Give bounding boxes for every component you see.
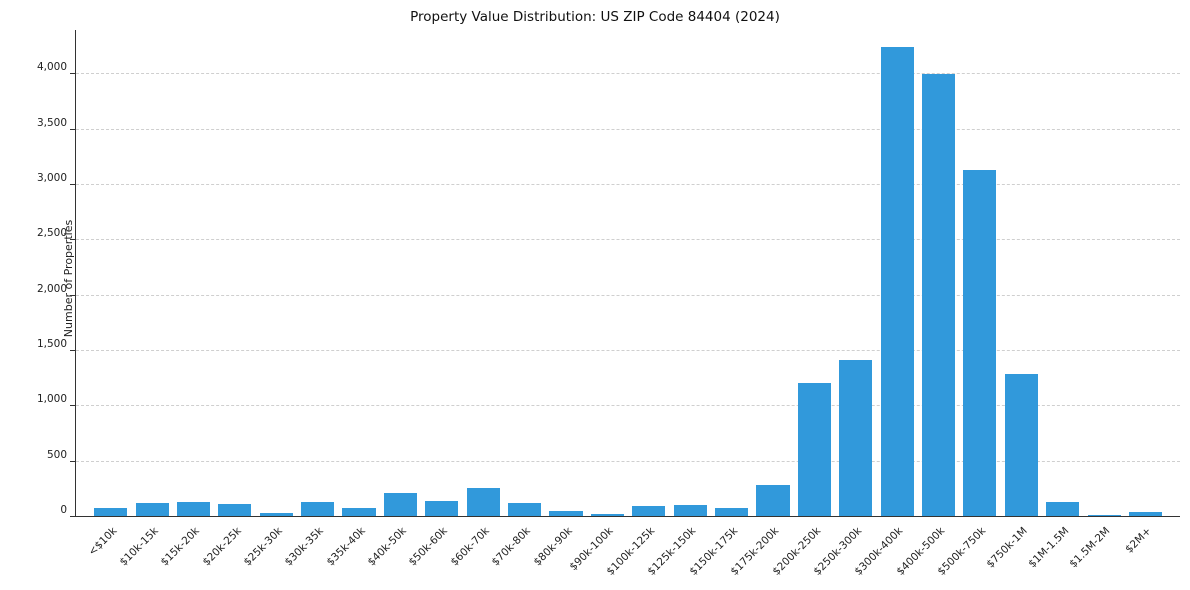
y-tick-label-1500: 1,500 — [36, 337, 67, 350]
x-tick-label: <$10k — [86, 525, 120, 559]
bar-slot — [1083, 30, 1124, 516]
gridline-3000 — [76, 183, 1180, 185]
y-tick-mark-2000 — [70, 294, 75, 296]
bar-$70k-80k — [508, 502, 542, 516]
bars-group — [76, 30, 1180, 516]
bar-$2M+ — [1128, 511, 1163, 516]
bar-slot — [256, 30, 297, 516]
bar-$150k-175k — [715, 508, 749, 516]
gridline-4000 — [76, 73, 1180, 75]
bar-$500k-750k — [963, 170, 997, 516]
bar-$30k-35k — [301, 501, 335, 516]
bar-$35k-40k — [342, 508, 376, 516]
y-tick-mark-500 — [70, 460, 75, 462]
gridline-1500 — [76, 349, 1180, 351]
y-tick-label-3000: 3,000 — [36, 171, 67, 184]
x-tick-label: $2M+ — [1123, 525, 1154, 556]
bar-slot — [669, 30, 710, 516]
y-tick-label-2000: 2,000 — [36, 282, 67, 295]
bar-slot — [835, 30, 876, 516]
x-axis-line — [75, 516, 1180, 517]
x-label-slot: $1.5M-2M — [1067, 518, 1124, 590]
y-tick-mark-2500 — [70, 239, 75, 241]
y-tick-label-2500: 2,500 — [36, 227, 67, 240]
bar-$250k-300k — [839, 360, 873, 516]
bar-$1.5M-2M — [1087, 514, 1121, 516]
bar-slot — [794, 30, 835, 516]
chart-title: Property Value Distribution: US ZIP Code… — [410, 9, 780, 25]
bar-slot — [297, 30, 338, 516]
bar-slot — [711, 30, 752, 516]
bar-slot — [959, 30, 1000, 516]
y-tick-mark-1500 — [70, 349, 75, 351]
y-tick-mark-3000 — [70, 183, 75, 185]
bar-slot — [628, 30, 669, 516]
y-tick-mark-3500 — [70, 128, 75, 130]
y-tick-label-1000: 1,000 — [36, 393, 67, 406]
bar-$60k-70k — [466, 488, 500, 516]
y-tick-mark-1000 — [70, 405, 75, 407]
y-tick-label-3500: 3,500 — [36, 116, 67, 129]
bar-$175k-200k — [756, 485, 790, 516]
bar-$750k-1M — [1004, 373, 1038, 516]
bar-slot — [876, 30, 917, 516]
bar-$40k-50k — [383, 492, 417, 516]
bar-$20k-25k — [218, 503, 252, 516]
x-tick-labels: <$10k $10k-15k $15k-20k $20k-25k $25k-30k $30… — [76, 518, 1180, 590]
bar-slot — [421, 30, 462, 516]
bar-slot — [338, 30, 379, 516]
bar-$50k-60k — [425, 500, 459, 516]
gridline-2500 — [76, 239, 1180, 241]
x-label-slot: $2M+ — [1123, 518, 1166, 590]
bar-slot — [131, 30, 172, 516]
bar-slot — [173, 30, 214, 516]
bar-$80k-90k — [549, 511, 583, 516]
bar-slot — [1125, 30, 1166, 516]
bar-$300k-400k — [880, 46, 914, 516]
y-axis-line — [75, 30, 76, 517]
bar-$100k-125k — [632, 506, 666, 516]
bar-slot — [214, 30, 255, 516]
bar-$15k-20k — [176, 502, 211, 516]
gridline-500 — [76, 460, 1180, 462]
bar-slot — [545, 30, 586, 516]
bar-slot — [90, 30, 131, 516]
bar-slot — [752, 30, 793, 516]
bar-<$10k — [94, 508, 128, 516]
y-tick-mark-4000 — [70, 73, 75, 75]
gridline-3500 — [76, 128, 1180, 130]
bar-slot — [587, 30, 628, 516]
bar-slot — [1042, 30, 1083, 516]
bar-$400k-500k — [921, 74, 956, 516]
bar-$200k-250k — [797, 383, 831, 516]
plot-area: 0 500 1,000 1,500 2,000 2,500 3,000 3,500 4,000 — [37, 30, 1180, 517]
bar-$125k-150k — [673, 504, 707, 516]
bar-slot — [380, 30, 421, 516]
bar-slot — [1001, 30, 1042, 516]
bar-slot — [504, 30, 545, 516]
y-tick-label-0: 0 — [60, 504, 67, 516]
gridline-2000 — [76, 294, 1180, 296]
bar-$10k-15k — [135, 503, 169, 516]
y-tick-mark-0 — [70, 516, 75, 517]
bar-$1M-1.5M — [1046, 501, 1080, 516]
y-tick-label-500: 500 — [46, 448, 67, 461]
bar-$90k-100k — [590, 513, 624, 516]
bar-slot — [463, 30, 504, 516]
bar-$25k-30k — [259, 512, 293, 516]
y-tick-label-4000: 4,000 — [36, 61, 67, 74]
gridline-1000 — [76, 405, 1180, 407]
bar-slot — [918, 30, 959, 516]
